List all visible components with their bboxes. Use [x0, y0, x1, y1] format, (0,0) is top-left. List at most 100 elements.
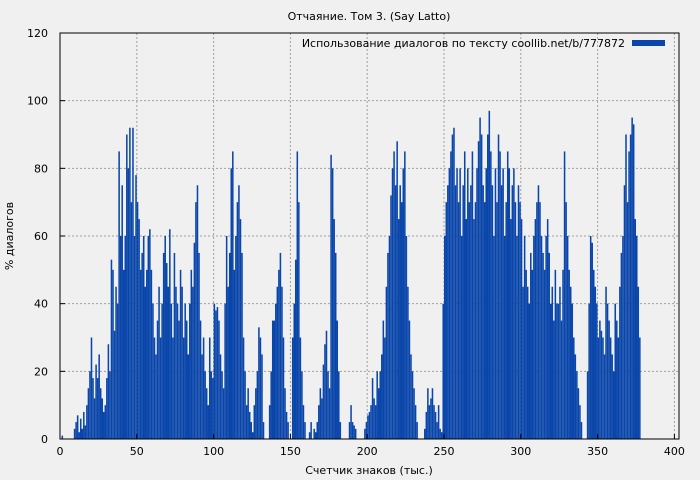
- bar: [334, 252, 337, 439]
- bar: [588, 303, 590, 439]
- bar: [476, 168, 478, 440]
- bar: [142, 236, 145, 439]
- bar: [589, 236, 592, 439]
- bar: [563, 151, 566, 439]
- bar: [319, 388, 322, 439]
- y-tick-label: 80: [34, 162, 48, 175]
- bar: [248, 411, 251, 439]
- bar: [132, 127, 134, 439]
- bar: [273, 320, 276, 439]
- bar: [393, 151, 395, 439]
- bar: [195, 202, 197, 439]
- bar: [396, 141, 398, 439]
- bar: [514, 202, 517, 439]
- bar: [574, 354, 577, 439]
- bar: [497, 134, 500, 439]
- bar: [483, 202, 486, 439]
- bar: [213, 303, 216, 439]
- bar: [470, 185, 472, 439]
- bar: [510, 219, 512, 439]
- bar: [278, 269, 280, 439]
- bar: [474, 202, 477, 439]
- bar: [354, 428, 357, 439]
- bar: [172, 337, 174, 439]
- bar: [141, 252, 143, 439]
- bar: [388, 236, 391, 439]
- bar: [573, 337, 575, 439]
- bar: [597, 337, 600, 439]
- bar: [465, 219, 468, 439]
- bar: [201, 354, 203, 439]
- bar: [199, 320, 202, 439]
- bar: [620, 252, 623, 439]
- bar: [566, 236, 569, 439]
- bar: [548, 252, 550, 439]
- bar: [456, 168, 458, 440]
- bar: [92, 378, 94, 439]
- bar: [410, 354, 412, 439]
- bar: [176, 303, 179, 439]
- bar: [488, 110, 491, 440]
- bar: [523, 236, 526, 439]
- bar: [628, 151, 630, 439]
- bar: [238, 185, 240, 439]
- bar: [530, 252, 532, 439]
- bar: [367, 415, 369, 439]
- bar: [196, 185, 199, 439]
- bar: [308, 432, 311, 439]
- bar: [479, 117, 481, 439]
- bar: [152, 303, 154, 439]
- bar: [397, 219, 400, 439]
- bar: [494, 168, 497, 440]
- bar: [482, 185, 484, 439]
- grid: [60, 33, 679, 439]
- bar: [579, 405, 581, 439]
- bar: [285, 411, 288, 439]
- bar: [545, 236, 547, 439]
- bar: [609, 337, 612, 439]
- bar: [379, 371, 382, 439]
- bar: [625, 134, 627, 439]
- x-tick-label: 400: [664, 445, 685, 458]
- bar: [448, 168, 451, 440]
- bar: [202, 337, 205, 439]
- y-tick-label: 0: [41, 433, 48, 446]
- bar: [119, 236, 122, 439]
- bar: [299, 337, 302, 439]
- bar: [328, 388, 331, 439]
- bar: [281, 286, 283, 439]
- bar: [216, 307, 219, 439]
- bar: [603, 354, 606, 439]
- bar: [430, 398, 432, 439]
- bar: [453, 127, 455, 439]
- bar: [227, 286, 229, 439]
- bar: [225, 236, 228, 439]
- bar: [377, 388, 380, 439]
- bar: [365, 422, 368, 439]
- x-tick-label: 250: [433, 445, 454, 458]
- bar: [219, 354, 222, 439]
- bar: [321, 398, 323, 439]
- bar: [428, 405, 431, 439]
- bar: [508, 168, 511, 440]
- bar: [78, 432, 80, 439]
- bar: [302, 405, 305, 439]
- bar: [173, 252, 176, 439]
- bar: [353, 425, 355, 439]
- bar: [271, 320, 274, 439]
- bar: [592, 269, 595, 439]
- bar: [87, 388, 90, 439]
- bar: [493, 236, 495, 439]
- bar: [404, 151, 406, 439]
- bar: [511, 185, 514, 439]
- bar: [144, 286, 147, 439]
- bar: [124, 236, 127, 439]
- bar: [184, 303, 186, 439]
- bar: [116, 303, 119, 439]
- bar: [364, 428, 366, 439]
- bar: [338, 371, 340, 439]
- bar: [81, 428, 84, 439]
- bar: [95, 364, 97, 439]
- y-tick-label: 120: [27, 27, 48, 40]
- bar: [439, 428, 441, 439]
